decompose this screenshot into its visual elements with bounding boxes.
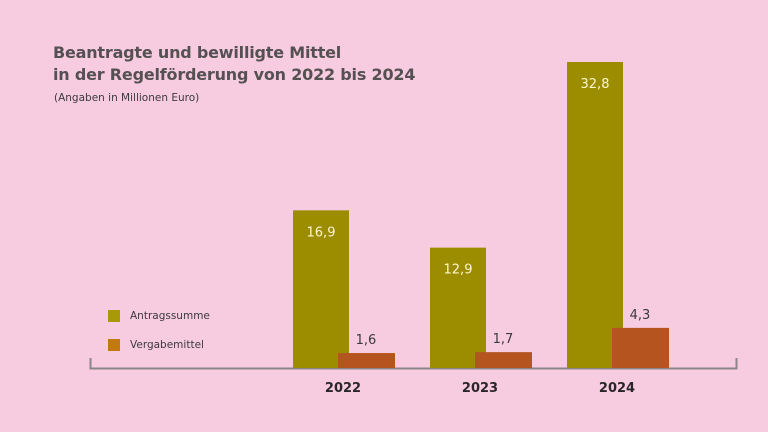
legend-item-antragssumme: Antragssumme	[108, 310, 210, 322]
data-label-antragssumme-2022: 16,9	[307, 225, 336, 240]
x-tick-label-2024: 2024	[599, 381, 635, 396]
data-label-vergabemittel-2024: 4,3	[630, 308, 651, 323]
bar-antragssumme-2024	[567, 62, 623, 368]
legend-label-antragssumme: Antragssumme	[130, 310, 210, 322]
chart-title-line-1: Beantragte und bewilligte Mittel	[53, 43, 342, 62]
bar-antragssumme-2023	[430, 247, 486, 368]
data-label-vergabemittel-2023: 1,7	[493, 332, 514, 347]
bar-vergabemittel-2024	[612, 327, 669, 368]
data-label-antragssumme-2024: 32,8	[581, 77, 610, 92]
legend-item-vergabemittel: Vergabemittel	[108, 339, 204, 351]
bar-antragssumme-2022	[293, 210, 349, 368]
x-axis-line	[89, 358, 738, 370]
legend-swatch-antragssumme	[108, 310, 120, 322]
chart-title-line-2: in der Regelförderung von 2022 bis 2024	[53, 65, 416, 84]
legend-label-vergabemittel: Vergabemittel	[130, 339, 204, 351]
bar-vergabemittel-2022	[338, 353, 395, 368]
x-tick-label-2023: 2023	[462, 381, 498, 396]
data-label-antragssumme-2023: 12,9	[444, 263, 473, 278]
bar-vergabemittel-2023	[475, 352, 532, 368]
chart-subtitle: (Angaben in Millionen Euro)	[54, 92, 200, 104]
legend-swatch-vergabemittel	[108, 339, 120, 351]
data-label-vergabemittel-2022: 1,6	[356, 333, 377, 348]
chart-title: Beantragte und bewilligte Mittel in der …	[53, 42, 415, 86]
x-tick-label-2022: 2022	[325, 381, 361, 396]
